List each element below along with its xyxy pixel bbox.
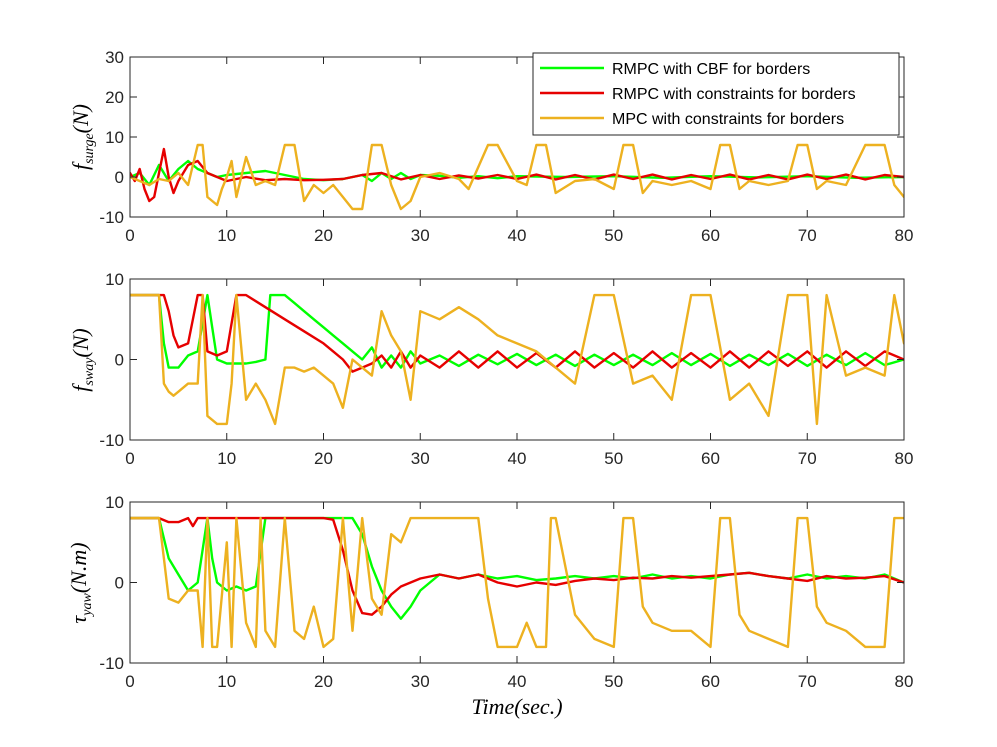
- yaw-xtick-label: 30: [411, 672, 430, 691]
- surge-xtick-label: 40: [508, 226, 527, 245]
- yaw-series-cbf: [130, 516, 904, 620]
- surge-ytick-label: 10: [105, 128, 124, 147]
- surge-xtick-label: 70: [798, 226, 817, 245]
- surge-ytick-label: -10: [99, 208, 124, 227]
- sway-axes-box: [129, 278, 905, 441]
- sway-ytick-label: 10: [105, 270, 124, 289]
- yaw-xtick-label: 70: [798, 672, 817, 691]
- sway-xtick-label: 0: [125, 449, 134, 468]
- sway-ytick-label: 0: [115, 351, 124, 370]
- legend-label-rmpc: RMPC with constraints for borders: [612, 86, 856, 103]
- yaw-xtick-label: 0: [125, 672, 134, 691]
- sway-xtick-label: 60: [701, 449, 720, 468]
- sway-xtick-label: 40: [508, 449, 527, 468]
- surge-ytick-label: 20: [105, 88, 124, 107]
- surge-xtick-label: 10: [217, 226, 236, 245]
- yaw-xtick-label: 80: [895, 672, 914, 691]
- yaw-series-layer: [130, 516, 904, 649]
- surge-xtick-label: 30: [411, 226, 430, 245]
- surge-ylabel: fsurge(N): [68, 104, 97, 170]
- surge-series-cbf: [130, 159, 904, 187]
- surge-xtick-label: 0: [125, 226, 134, 245]
- surge-xtick-label: 60: [701, 226, 720, 245]
- legend-label-mpc: MPC with constraints for borders: [612, 111, 844, 128]
- sway-ytick-label: -10: [99, 431, 124, 450]
- yaw-ylabel: τyaw(N.m): [66, 542, 95, 623]
- surge-series-layer: [130, 143, 904, 211]
- sway-xtick-label: 80: [895, 449, 914, 468]
- yaw-xtick-label: 50: [604, 672, 623, 691]
- sway-xtick-label: 50: [604, 449, 623, 468]
- sway-series-rmpc: [130, 293, 904, 373]
- yaw-series-mpc: [130, 516, 904, 649]
- yaw-xtick-label: 60: [701, 672, 720, 691]
- sway-xtick-label: 70: [798, 449, 817, 468]
- sway-series-mpc: [130, 293, 904, 426]
- sway-ylabel: fsway(N): [68, 328, 97, 391]
- yaw-series-rmpc: [130, 516, 904, 616]
- surge-series-rmpc: [130, 147, 904, 203]
- sway-series-layer: [130, 293, 904, 426]
- x-axis-label: Time(sec.): [471, 694, 562, 719]
- surge-ytick-label: 0: [115, 168, 124, 187]
- sway-xtick-label: 20: [314, 449, 333, 468]
- yaw-xtick-label: 20: [314, 672, 333, 691]
- yaw-xtick-label: 40: [508, 672, 527, 691]
- yaw-ytick-label: 10: [105, 493, 124, 512]
- legend: RMPC with CBF for borders RMPC with cons…: [532, 52, 900, 136]
- surge-xtick-label: 20: [314, 226, 333, 245]
- yaw-ytick-label: -10: [99, 654, 124, 673]
- sway-xtick-label: 30: [411, 449, 430, 468]
- surge-xtick-label: 80: [895, 226, 914, 245]
- surge-series-mpc: [130, 143, 904, 211]
- sway-series-cbf: [130, 293, 904, 369]
- yaw-ytick-label: 0: [115, 574, 124, 593]
- yaw-xtick-label: 10: [217, 672, 236, 691]
- surge-ytick-label: 30: [105, 48, 124, 67]
- sway-xtick-label: 10: [217, 449, 236, 468]
- surge-xtick-label: 50: [604, 226, 623, 245]
- legend-label-cbf: RMPC with CBF for borders: [612, 61, 810, 78]
